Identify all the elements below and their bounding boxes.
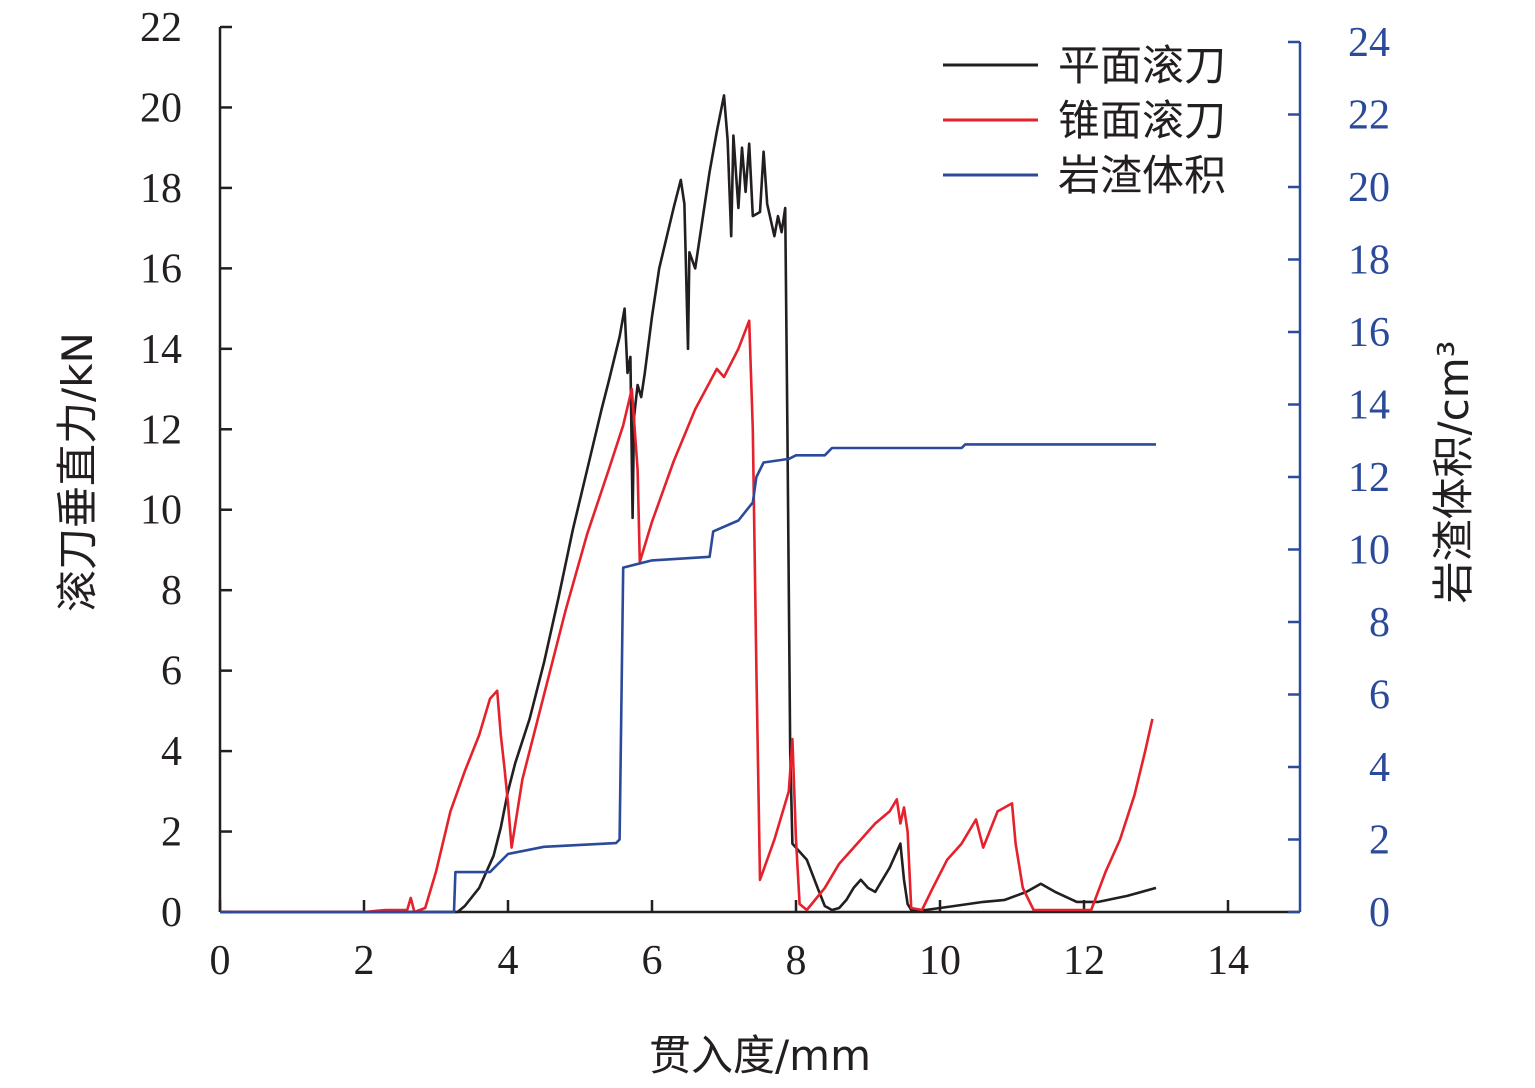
left-y-tick-label: 22: [140, 5, 182, 51]
right-y-tick-label: 6: [1369, 673, 1390, 719]
right-y-tick-label: 14: [1348, 383, 1390, 429]
left-y-tick-label: 0: [161, 890, 182, 936]
left-y-tick-label: 16: [140, 246, 182, 292]
right-y-tick-label: 8: [1369, 600, 1390, 646]
right-y-tick-label: 12: [1348, 455, 1390, 501]
right-y-tick-label: 0: [1369, 890, 1390, 936]
left-y-tick-label: 2: [161, 810, 182, 856]
left-y-tick-label: 18: [140, 166, 182, 212]
right-y-tick-label: 24: [1348, 20, 1390, 66]
series-layer: [220, 94, 1157, 914]
right-y-tick-label: 18: [1348, 238, 1390, 284]
series-line: [220, 319, 1154, 914]
left-y-tick-label: 20: [140, 85, 182, 131]
axes-layer: 0 2 4 6 8 10 12 1402468101214161820220246810121…: [140, 5, 1390, 984]
x-tick-label: 4: [498, 938, 519, 984]
x-tick-label: 14: [1207, 938, 1249, 984]
x-axis-title: 贯入度/mm: [649, 1031, 871, 1080]
series-line: [220, 94, 1157, 914]
left-y-tick-label: 4: [161, 729, 182, 775]
x-tick-label: 10: [919, 938, 961, 984]
x-tick-label: 2: [354, 938, 375, 984]
right-y-axis-title: 岩渣体积/cm³: [1429, 341, 1478, 604]
legend-label: 平面滚刀: [1058, 41, 1226, 90]
right-y-tick-label: 4: [1369, 745, 1390, 791]
legend-label: 岩渣体积: [1058, 151, 1226, 200]
left-y-axis-title: 滚刀垂直力/kN: [53, 332, 102, 612]
series-line: [220, 443, 1156, 914]
x-tick-label: 0: [210, 938, 231, 984]
left-y-tick-label: 8: [161, 568, 182, 614]
left-y-tick-label: 12: [140, 407, 182, 453]
x-tick-label: 8: [786, 938, 807, 984]
x-tick-label: 6: [642, 938, 663, 984]
left-y-tick-label: 10: [140, 488, 182, 534]
left-y-tick-label: 6: [161, 649, 182, 695]
right-y-tick-label: 16: [1348, 310, 1390, 356]
right-y-tick-label: 20: [1348, 165, 1390, 211]
right-y-tick-label: 2: [1369, 818, 1390, 864]
left-y-tick-label: 14: [140, 327, 182, 373]
right-y-tick-label: 22: [1348, 93, 1390, 139]
x-tick-label: 12: [1063, 938, 1105, 984]
legend-label: 锥面滚刀: [1058, 96, 1226, 145]
right-y-tick-label: 10: [1348, 528, 1390, 574]
